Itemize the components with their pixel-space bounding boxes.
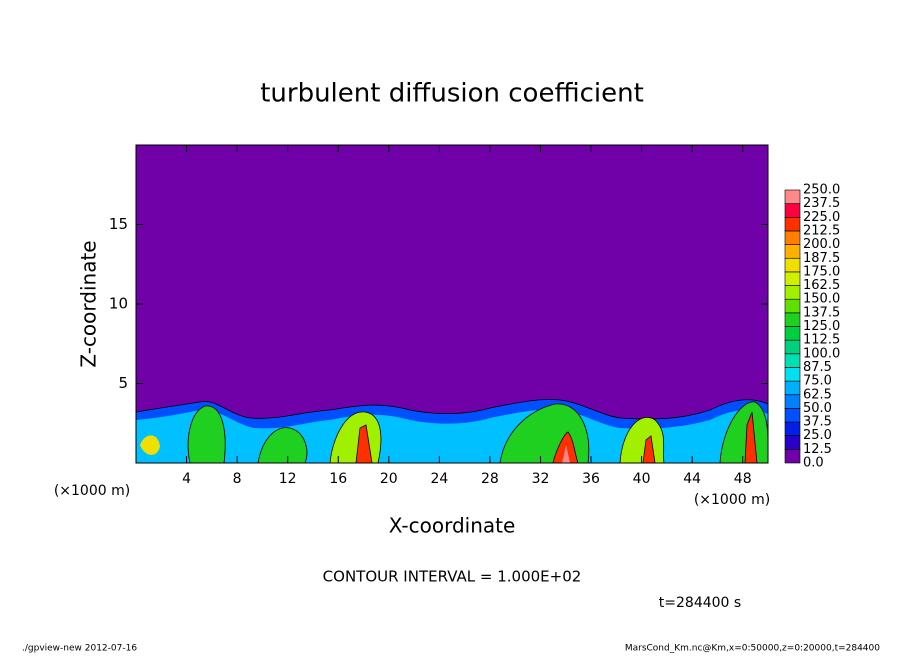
x-tick-label: 28	[481, 471, 499, 487]
colorbar-band	[784, 189, 801, 204]
x-tick-label: 12	[279, 471, 297, 487]
time-label: t=284400 s	[659, 595, 741, 611]
colorbar-band	[784, 421, 801, 436]
colorbar-band	[784, 298, 801, 314]
colorbar-band	[784, 217, 801, 232]
colorbar-label: 212.5	[803, 223, 840, 238]
colorbar-band	[784, 435, 801, 450]
footer-right: MarsCond_Km.nc@Km,x=0:50000,z=0:20000,t=…	[625, 644, 880, 654]
colorbar-label: 125.0	[803, 319, 840, 334]
colorbar-label: 25.0	[803, 428, 832, 443]
colorbar-label: 112.5	[803, 333, 840, 348]
x-axis-title: X-coordinate	[389, 514, 516, 538]
colorbar-label: 0.0	[803, 456, 824, 471]
colorbar-label: 200.0	[803, 237, 840, 252]
x-tick-label: 36	[582, 471, 600, 487]
colorbar-label: 150.0	[803, 292, 840, 307]
colorbar-band	[784, 285, 801, 300]
contour-interval: CONTOUR INTERVAL = 1.000E+02	[323, 568, 582, 586]
colorbar-label: 100.0	[803, 346, 840, 361]
colorbar-band	[784, 408, 801, 423]
colorbar-band	[784, 244, 801, 259]
contour-field	[136, 399, 768, 463]
colorbar-label: 12.5	[803, 442, 832, 457]
colorbar-band	[784, 230, 801, 245]
colorbar-band	[784, 394, 801, 409]
colorbar-label: 250.0	[803, 183, 840, 198]
colorbar-label: 87.5	[803, 360, 832, 375]
colorbar-band	[784, 353, 801, 368]
colorbar-label: 37.5	[803, 415, 832, 430]
y-axis-title: Z-coordinate	[77, 240, 101, 367]
x-unit-right: (×1000 m)	[694, 492, 770, 508]
x-tick-label: 48	[734, 471, 752, 487]
colorbar-label: 50.0	[803, 401, 832, 416]
colorbar-label: 62.5	[803, 387, 832, 402]
colorbar-band	[784, 380, 801, 396]
colorbar-label: 175.0	[803, 264, 840, 279]
x-tick-label: 20	[380, 471, 398, 487]
colorbar-band	[784, 312, 801, 327]
y-tick-label: 10	[109, 295, 128, 313]
plot-background	[136, 145, 768, 463]
colorbar-label: 137.5	[803, 305, 840, 320]
colorbar-band	[784, 203, 801, 218]
x-unit-left: (×1000 m)	[54, 483, 130, 499]
x-tick-label: 32	[532, 471, 550, 487]
x-tick-label: 40	[633, 471, 651, 487]
x-tick-label: 24	[430, 471, 448, 487]
footer-left: ./gpview-new 2012-07-16	[22, 644, 137, 654]
chart-title: turbulent diffusion coefficient	[260, 79, 644, 109]
y-tick-label: 5	[118, 374, 128, 392]
colorbar-label: 162.5	[803, 278, 840, 293]
y-tick-label: 15	[109, 215, 128, 233]
colorbar-band	[784, 326, 801, 341]
colorbar-band	[784, 367, 801, 382]
colorbar-label: 237.5	[803, 196, 840, 211]
x-tick-label: 4	[182, 471, 191, 487]
colorbar-label: 225.0	[803, 210, 840, 225]
colorbar-band	[784, 339, 801, 355]
x-tick-label: 44	[683, 471, 701, 487]
colorbar-band	[784, 257, 801, 273]
colorbar-band	[784, 271, 801, 286]
colorbar-band	[784, 449, 801, 464]
x-tick-label: 8	[233, 471, 242, 487]
colorbar-label: 75.0	[803, 374, 832, 389]
colorbar-label: 187.5	[803, 251, 840, 266]
x-tick-label: 16	[329, 471, 347, 487]
